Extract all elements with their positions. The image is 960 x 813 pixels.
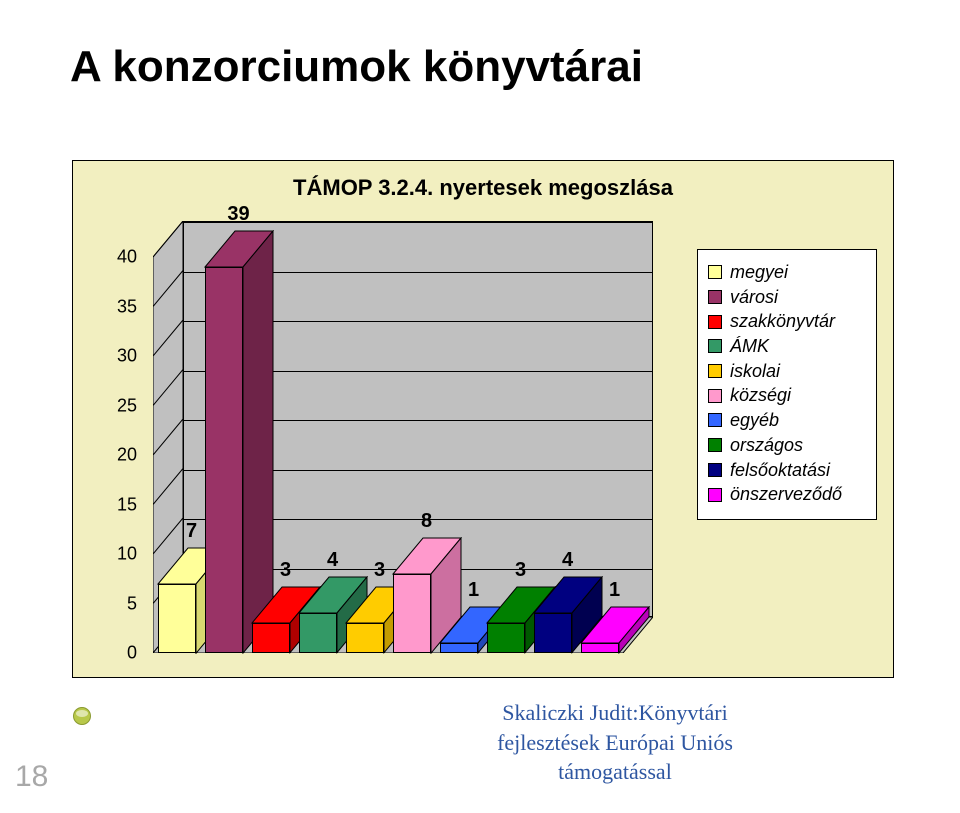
y-tick-label: 20 — [97, 445, 137, 466]
legend-label: községi — [730, 385, 791, 406]
chart-title: TÁMOP 3.2.4. nyertesek megoszlása — [73, 175, 893, 201]
credit-line-2: fejlesztések Európai Uniós — [497, 730, 733, 755]
bar-value-label: 39 — [227, 203, 249, 226]
y-tick-label: 10 — [97, 544, 137, 565]
legend-label: országos — [730, 435, 803, 456]
bar-value-label: 8 — [421, 510, 432, 533]
slide: A konzorciumok könyvtárai TÁMOP 3.2.4. n… — [0, 0, 960, 813]
legend-swatch — [708, 413, 722, 427]
legend-swatch — [708, 339, 722, 353]
y-tick-label: 5 — [97, 593, 137, 614]
legend-item-orszagos: országos — [708, 435, 866, 456]
bar-value-label: 4 — [562, 549, 573, 572]
y-axis-labels: 0510152025303540 — [103, 219, 143, 657]
bar-value-label: 1 — [468, 579, 479, 602]
chart-plot: 0510152025303540 73934381341 — [103, 219, 663, 657]
y-tick-label: 40 — [97, 247, 137, 268]
legend-item-varosi: városi — [708, 287, 866, 308]
y-tick-label: 35 — [97, 296, 137, 317]
bar-value-label: 1 — [609, 579, 620, 602]
legend-label: felsőoktatási — [730, 460, 830, 481]
bar-value-label: 3 — [515, 559, 526, 582]
bar-value-label: 3 — [280, 559, 291, 582]
legend-label: egyéb — [730, 410, 779, 431]
bullet-icon — [73, 707, 91, 725]
legend-swatch — [708, 389, 722, 403]
credit-line-3: támogatással — [558, 759, 672, 784]
legend-label: ÁMK — [730, 336, 769, 357]
legend-label: megyei — [730, 262, 788, 283]
y-tick-label: 0 — [97, 643, 137, 664]
bar-value-label: 3 — [374, 559, 385, 582]
legend-swatch — [708, 265, 722, 279]
y-tick-label: 25 — [97, 395, 137, 416]
legend-item-felsooktatasi: felsőoktatási — [708, 460, 866, 481]
y-tick-label: 30 — [97, 346, 137, 367]
slide-title: A konzorciumok könyvtárai — [70, 42, 643, 92]
legend-swatch — [708, 290, 722, 304]
slide-credit: Skaliczki Judit:Könyvtári fejlesztések E… — [335, 698, 895, 787]
legend-label: önszerveződő — [730, 484, 842, 505]
legend-item-iskolai: iskolai — [708, 361, 866, 382]
bar-value-label: 4 — [327, 549, 338, 572]
credit-line-1: Skaliczki Judit:Könyvtári — [502, 700, 727, 725]
y-tick-label: 15 — [97, 494, 137, 515]
slide-number: 18 — [15, 760, 48, 794]
chart-3d-area: 73934381341 — [153, 221, 653, 653]
legend-label: szakkönyvtár — [730, 311, 835, 332]
chart-bars: 73934381341 — [153, 221, 653, 653]
bar-value-label: 7 — [186, 520, 197, 543]
legend-item-onszervezo: önszerveződő — [708, 484, 866, 505]
legend-item-amk: ÁMK — [708, 336, 866, 357]
legend-item-szakkonyvtar: szakkönyvtár — [708, 311, 866, 332]
legend-swatch — [708, 488, 722, 502]
chart-legend: megyei városi szakkönyvtár ÁMK iskolai község… — [697, 249, 877, 520]
legend-swatch — [708, 315, 722, 329]
legend-swatch — [708, 463, 722, 477]
legend-label: városi — [730, 287, 778, 308]
legend-item-kozsegi: községi — [708, 385, 866, 406]
legend-swatch — [708, 364, 722, 378]
chart-frame: TÁMOP 3.2.4. nyertesek megoszlása 051015… — [72, 160, 894, 678]
legend-swatch — [708, 438, 722, 452]
legend-item-megyei: megyei — [708, 262, 866, 283]
legend-label: iskolai — [730, 361, 780, 382]
legend-item-egyeb: egyéb — [708, 410, 866, 431]
